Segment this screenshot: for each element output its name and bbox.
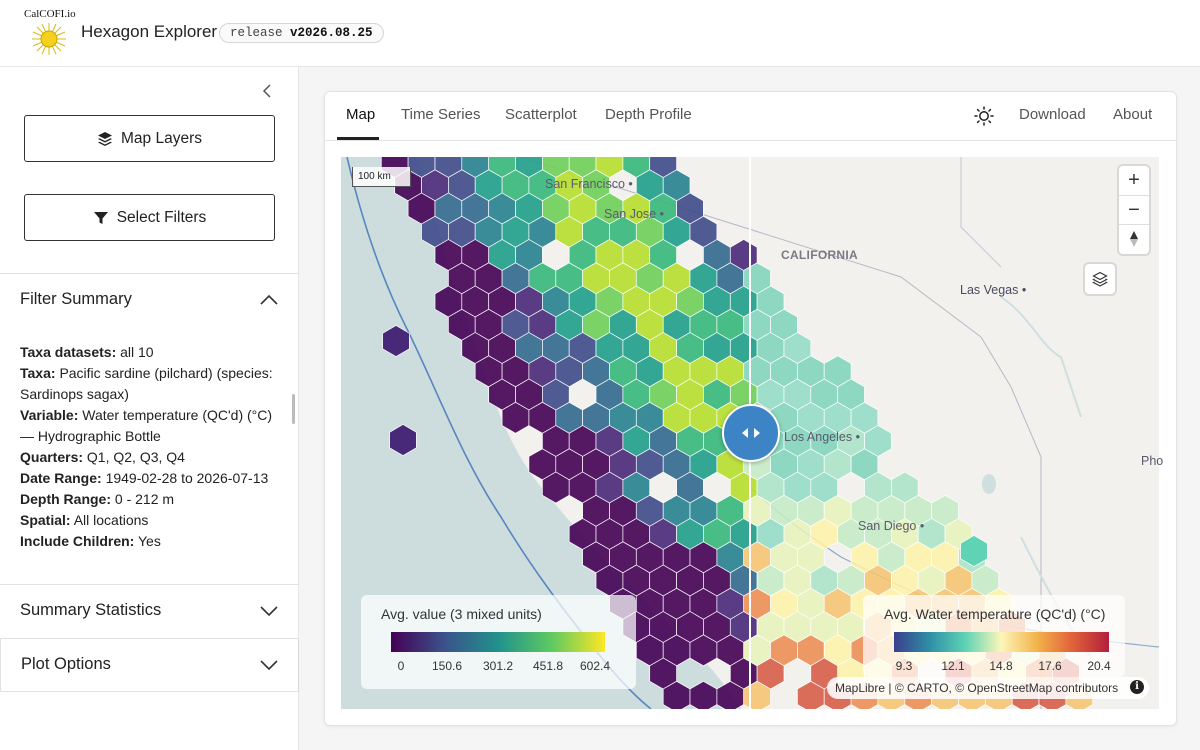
divider — [0, 584, 299, 585]
compare-swipe-handle[interactable] — [722, 404, 780, 462]
place-label: San Francisco • — [545, 177, 633, 191]
filter-icon — [93, 211, 108, 224]
select-filters-label: Select Filters — [116, 208, 207, 226]
app-title: Hexagon Explorer — [81, 22, 218, 41]
summary-item: Variable: Water temperature (QC'd) (°C) … — [20, 407, 273, 444]
release-prefix: release — [230, 26, 283, 40]
chevron-down-icon[interactable] — [260, 605, 278, 617]
zoom-out-button[interactable]: − — [1119, 195, 1149, 224]
legend-left: Avg. value (3 mixed units) 0 150.6 301.2… — [361, 595, 636, 689]
sun-icon[interactable] — [974, 106, 994, 126]
arrow-left-icon — [742, 428, 748, 438]
summary-item: Include Children: Yes — [20, 533, 161, 549]
download-link[interactable]: Download — [1019, 106, 1086, 123]
summary-item: Spatial: All locations — [20, 512, 149, 528]
plot-options-section[interactable] — [0, 638, 299, 692]
compass-icon — [1130, 231, 1138, 247]
filter-summary-title[interactable]: Filter Summary — [20, 290, 132, 308]
scrollbar-thumb[interactable] — [292, 394, 295, 424]
summary-statistics-title[interactable]: Summary Statistics — [20, 601, 162, 619]
plot-options-title[interactable]: Plot Options — [21, 655, 111, 673]
divider — [0, 273, 299, 274]
tab-scatterplot[interactable]: Scatterplot — [505, 106, 577, 123]
scale-bar: 100 km — [352, 167, 411, 187]
release-badge: release v2026.08.25 — [219, 23, 384, 43]
hex-cell[interactable] — [960, 535, 988, 567]
place-label: Las Vegas • — [960, 283, 1027, 297]
release-version: v2026.08.25 — [290, 26, 373, 40]
tab-bar — [324, 91, 1177, 141]
collapse-sidebar-chevron-left-icon[interactable] — [260, 83, 276, 99]
map-layers-button[interactable]: Map Layers — [24, 115, 275, 162]
layer-switcher-button[interactable] — [1085, 264, 1115, 294]
place-label: Pho — [1141, 454, 1164, 468]
layers-icon — [98, 131, 112, 146]
legend-left-title: Avg. value (3 mixed units) — [381, 606, 542, 622]
zoom-in-button[interactable]: + — [1128, 169, 1140, 191]
map-layers-label: Map Layers — [121, 129, 202, 147]
layers-icon — [1092, 271, 1108, 287]
tab-depth-profile[interactable]: Depth Profile — [605, 106, 692, 123]
summary-item: Date Range: 1949-02-28 to 2026-07-13 — [20, 470, 269, 486]
select-filters-button[interactable]: Select Filters — [24, 194, 275, 241]
summary-item: Taxa: Pacific sardine (pilchard) (specie… — [20, 365, 273, 402]
tab-map[interactable]: Map — [346, 106, 376, 123]
legend-right-title: Avg. Water temperature (QC'd) (°C) — [884, 606, 1106, 622]
legend-right-colorbar — [894, 632, 1109, 652]
compass-button[interactable] — [1119, 224, 1149, 253]
place-label: Los Angeles • — [784, 430, 860, 444]
place-label: San Diego • — [858, 519, 925, 533]
place-label: CALIFORNIA — [781, 248, 858, 262]
summary-item: Taxa datasets: all 10 — [20, 344, 154, 360]
chevron-down-icon[interactable] — [260, 659, 278, 671]
tab-time-series[interactable]: Time Series — [401, 106, 481, 123]
legend-left-colorbar — [391, 632, 605, 652]
sidebar: Map Layers Select Filters Filter Summary… — [0, 67, 299, 750]
hex-cell[interactable] — [389, 424, 417, 456]
zoom-controls: + − — [1119, 166, 1149, 254]
map-attribution[interactable]: MapLibre | © CARTO, © OpenStreetMap cont… — [827, 677, 1149, 699]
filter-summary-list: Taxa datasets: all 10 Taxa: Pacific sard… — [20, 342, 285, 552]
arrow-right-icon — [754, 428, 760, 438]
place-label: San Jose • — [604, 207, 664, 221]
info-icon[interactable]: i — [1130, 680, 1144, 694]
hexbin-layer-left[interactable] — [380, 157, 758, 709]
hex-cell[interactable] — [382, 325, 410, 357]
summary-item: Quarters: Q1, Q2, Q3, Q4 — [20, 449, 185, 465]
legend-right: Avg. Water temperature (QC'd) (°C) 9.3 1… — [863, 595, 1125, 677]
chevron-up-icon[interactable] — [260, 294, 278, 306]
top-bar: CalCOFI.io Hexagon Explorer release v202… — [0, 0, 1200, 67]
about-link[interactable]: About — [1113, 106, 1153, 123]
calcofi-sun-logo-icon[interactable] — [30, 21, 68, 57]
logo-text: CalCOFI.io — [24, 8, 76, 20]
basemap — [341, 157, 1159, 709]
active-tab-indicator — [337, 137, 379, 140]
summary-item: Depth Range: 0 - 212 m — [20, 491, 175, 507]
